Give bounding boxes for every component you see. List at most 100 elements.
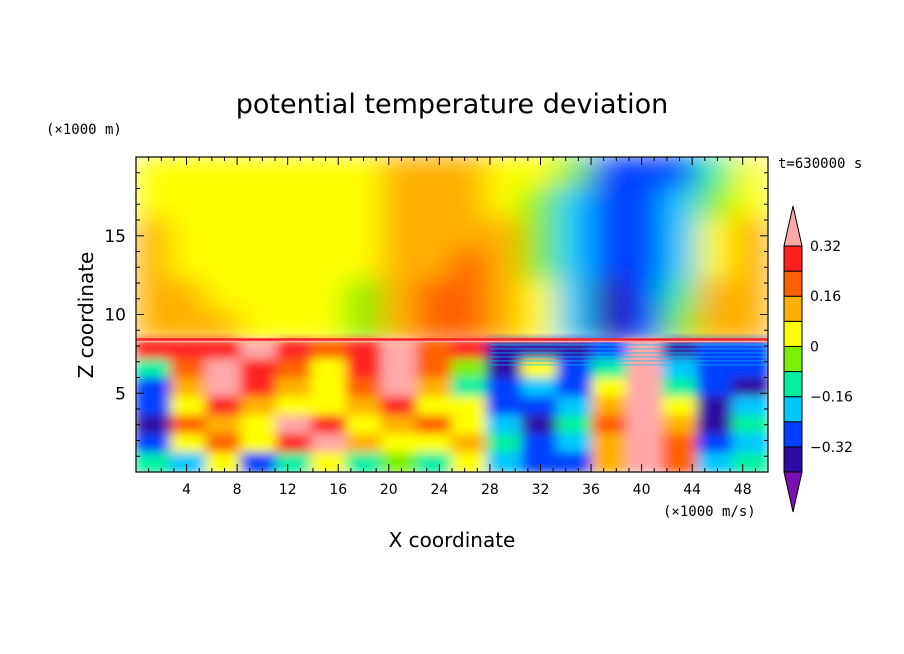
y-axis-label: Z coordinate [74, 252, 98, 379]
field-cell [205, 414, 243, 436]
field-cell [415, 278, 453, 312]
field-cell [696, 414, 734, 436]
field-cell [136, 157, 173, 189]
field-cell [731, 452, 768, 472]
field-cell [415, 358, 453, 380]
field-cell [240, 452, 278, 472]
field-cell [661, 278, 699, 312]
field-cell [240, 433, 278, 455]
field-cell [451, 452, 489, 472]
colorbar-tick-label: 0 [810, 339, 819, 355]
x-tick-label: 4 [182, 482, 191, 498]
x-tick-label: 20 [380, 482, 398, 498]
colorbar-tick-label: 0.32 [810, 239, 841, 255]
field-cell [275, 340, 313, 361]
field-cell [310, 248, 348, 281]
wave-stripe [489, 360, 768, 362]
field-cell [521, 248, 559, 281]
field-cell [731, 358, 768, 380]
field-cell [415, 452, 453, 472]
field-cell [380, 396, 418, 417]
field-cell [451, 157, 489, 189]
field-cell [345, 358, 383, 380]
field-cell [696, 217, 734, 251]
colorbar-box [783, 270, 803, 297]
field-cell [591, 217, 629, 251]
field-cell [345, 186, 383, 220]
field-cell [205, 248, 243, 281]
field-cell [170, 309, 208, 343]
field-cell [696, 433, 734, 455]
contour-field [136, 157, 768, 472]
field-cell [591, 278, 629, 312]
y-tick-label: 5 [115, 384, 126, 404]
x-tick-label: 8 [233, 482, 242, 498]
field-cell [170, 396, 208, 417]
x-tick-label: 28 [481, 482, 499, 498]
field-cell [310, 186, 348, 220]
field-cell [661, 433, 699, 455]
field-cell [451, 340, 489, 361]
field-cell [626, 309, 664, 343]
field-cell [345, 452, 383, 472]
field-cell [205, 433, 243, 455]
field-cell [486, 414, 524, 436]
inversion-line [136, 338, 768, 341]
field-cell [731, 396, 768, 417]
field-cell [275, 217, 313, 251]
field-cell [731, 186, 768, 220]
field-cell [310, 452, 348, 472]
colorbar-box [783, 245, 803, 272]
field-cell [136, 414, 173, 436]
field-cell [415, 414, 453, 436]
field-cell [731, 433, 768, 455]
wave-stripe [489, 364, 768, 366]
field-cell [415, 248, 453, 281]
x-tick-label: 48 [734, 482, 752, 498]
field-cell [521, 278, 559, 312]
x-tick-label: 44 [683, 482, 701, 498]
field-cell [626, 377, 664, 399]
field-cell [380, 278, 418, 312]
colorbar-box [783, 371, 803, 398]
inversion-band [136, 338, 768, 366]
field-cell [310, 157, 348, 189]
field-cell [486, 278, 524, 312]
field-cell [205, 186, 243, 220]
field-cell [696, 358, 734, 380]
x-tick-label: 16 [329, 482, 347, 498]
field-cell [240, 358, 278, 380]
field-cell [240, 217, 278, 251]
field-cell [205, 278, 243, 312]
field-cell [451, 186, 489, 220]
field-cell [170, 248, 208, 281]
colorbar-arrow-high [783, 205, 803, 247]
field-cell [731, 414, 768, 436]
field-cell [521, 157, 559, 189]
field-cell [696, 396, 734, 417]
field-cell [521, 414, 559, 436]
field-cell [486, 309, 524, 343]
field-cell [696, 340, 734, 361]
field-cell [731, 217, 768, 251]
colorbar-tick-label: −0.16 [810, 390, 853, 406]
colorbar-box [783, 396, 803, 423]
field-cell [310, 217, 348, 251]
field-cell [310, 340, 348, 361]
field-cell [170, 452, 208, 472]
field-cell [345, 377, 383, 399]
field-cell [275, 358, 313, 380]
x-tick-label: 32 [532, 482, 550, 498]
field-cell [731, 377, 768, 399]
field-cell [696, 186, 734, 220]
field-cell [240, 157, 278, 189]
field-cell [591, 157, 629, 189]
field-cell [521, 358, 559, 380]
field-cell [556, 358, 594, 380]
field-cell [310, 414, 348, 436]
field-cell [415, 377, 453, 399]
field-cell [661, 452, 699, 472]
field-cell [486, 358, 524, 380]
field-cell [415, 186, 453, 220]
